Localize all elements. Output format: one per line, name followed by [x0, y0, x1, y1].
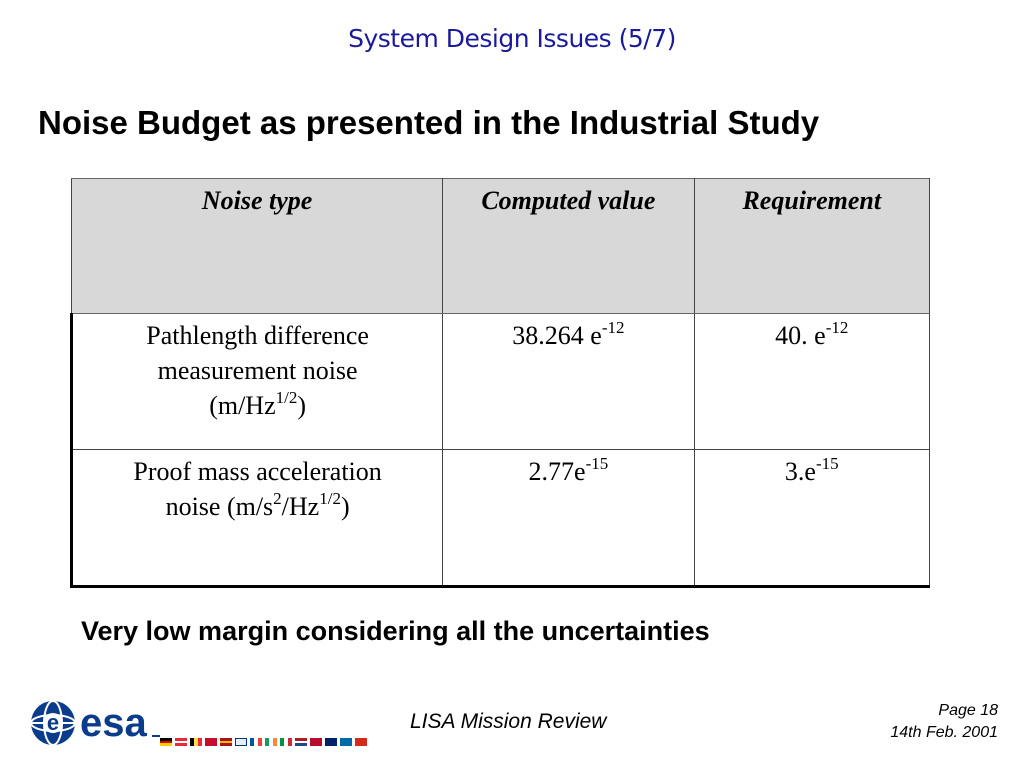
- cell-computed-value: 2.77e-15: [442, 449, 695, 588]
- flag-denmark-icon: [205, 738, 217, 746]
- noise-type-line: Pathlength difference: [146, 321, 369, 350]
- page-number: Page 18: [938, 702, 998, 719]
- value-exponent: -12: [601, 318, 625, 337]
- flag-switzerland-icon: [355, 738, 367, 746]
- table-row: Pathlength difference measurement noise …: [69, 313, 931, 450]
- slide-section-title: System Design Issues (5/7): [348, 24, 676, 53]
- noise-type-unit: (m/Hz: [209, 391, 276, 421]
- slide-date: 14th Feb. 2001: [890, 724, 998, 741]
- noise-type-unit: /Hz: [281, 492, 320, 522]
- table-row: Proof mass acceleration noise (m/s2/Hz1/…: [69, 449, 931, 588]
- flag-austria-icon: [175, 738, 187, 747]
- unit-exponent: 2: [273, 489, 282, 509]
- flag-netherlands-icon: [295, 738, 307, 747]
- footer-page-info: Page 18 14th Feb. 2001: [890, 700, 998, 744]
- footer-event-title: LISA Mission Review: [410, 710, 607, 733]
- table-header-row: Noise type Computed value Requirement: [70, 178, 931, 314]
- flag-france-icon: [250, 738, 262, 746]
- noise-type-unit: ): [297, 391, 307, 421]
- margin-note: Very low margin considering all the unce…: [81, 616, 710, 646]
- esa-logo: e esa: [30, 700, 160, 746]
- column-header-requirement: Requirement: [693, 178, 931, 314]
- flag-italy-icon: [280, 738, 292, 746]
- noise-type-unit: noise (m/s: [165, 492, 274, 522]
- cell-computed-value: 38.264 e-12: [442, 313, 695, 450]
- column-header-computed-value: Computed value: [442, 178, 695, 314]
- value-base: 2.77e: [528, 457, 586, 486]
- cell-requirement: 40. e-12: [693, 313, 931, 450]
- noise-type-unit: ): [340, 492, 350, 522]
- flag-spain-icon: [220, 738, 232, 747]
- value-base: 40. e: [775, 321, 826, 350]
- column-header-noise-type: Noise type: [70, 178, 444, 314]
- value-exponent: -12: [825, 318, 849, 337]
- unit-exponent: 1/2: [275, 388, 298, 408]
- flag-uk-icon: [325, 738, 337, 746]
- flag-germany-icon: [160, 738, 172, 747]
- member-flags: [160, 738, 367, 747]
- slide-heading: Noise Budget as presented in the Industr…: [38, 104, 820, 141]
- cell-noise-type: Pathlength difference measurement noise …: [69, 313, 444, 450]
- flag-sweden-icon: [340, 738, 352, 746]
- noise-type-line: Proof mass acceleration: [133, 457, 382, 486]
- value-base: 3.e: [784, 457, 816, 486]
- value-base: 38.264 e: [512, 321, 602, 350]
- flag-belgium-icon: [190, 738, 202, 746]
- svg-text:e: e: [47, 710, 59, 735]
- noise-type-line: measurement noise: [157, 356, 358, 386]
- cell-requirement: 3.e-15: [693, 449, 931, 588]
- flag-norway-icon: [310, 738, 322, 746]
- flag-ireland-icon: [265, 738, 277, 746]
- noise-budget-table: Noise type Computed value Requirement Pa…: [69, 178, 931, 588]
- esa-globe-icon: e: [30, 700, 76, 746]
- value-exponent: -15: [585, 454, 609, 473]
- value-exponent: -15: [815, 454, 839, 473]
- cell-noise-type: Proof mass acceleration noise (m/s2/Hz1/…: [69, 449, 444, 588]
- esa-wordmark: esa: [80, 701, 147, 745]
- unit-exponent: 1/2: [319, 489, 341, 509]
- flag-finland-icon: [235, 738, 247, 746]
